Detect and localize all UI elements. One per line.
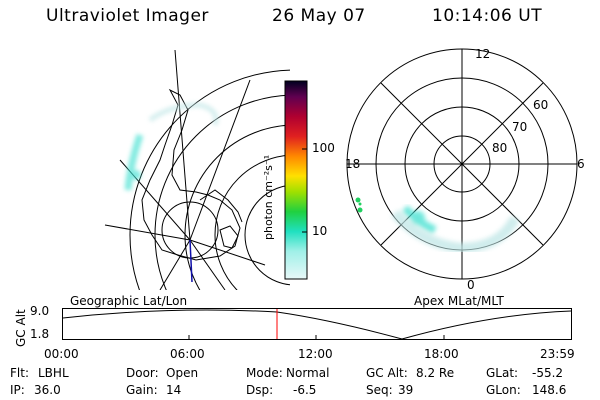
time-label: 10:14:06 UT — [432, 6, 543, 26]
app-title: Ultraviolet Imager — [46, 6, 209, 26]
altitude-xtick-1200: 12:00 — [298, 347, 333, 361]
lat-label-60: 60 — [533, 98, 549, 112]
mlt-label-0: 0 — [467, 278, 475, 292]
gcalt-label: GC Alt: — [366, 366, 408, 380]
dsp-value: -6.5 — [293, 383, 317, 397]
satellite-track — [189, 239, 193, 283]
altitude-ylabel: GC Alt — [14, 309, 28, 347]
altitude-ytick-low: 1.8 — [30, 327, 50, 341]
colorbar-tick-100: 100 — [312, 141, 335, 155]
date-label: 26 May 07 — [272, 6, 366, 26]
seq-label: Seq: — [366, 383, 393, 397]
door-value: Open — [166, 366, 199, 380]
mlt-label-6: 6 — [577, 157, 585, 171]
glat-label: GLat: — [486, 366, 519, 380]
altitude-xtick-2359: 23:59 — [540, 347, 575, 361]
altitude-xtick-0600: 06:00 — [170, 347, 205, 361]
gain-value: 14 — [166, 383, 182, 397]
mode-value: Normal — [286, 366, 330, 380]
mode-label: Mode: — [246, 366, 283, 380]
flt-value: LBHL — [38, 366, 69, 380]
mlt-label-18: 18 — [345, 157, 361, 171]
altitude-plot — [62, 308, 572, 340]
glon-value: 148.6 — [532, 383, 567, 397]
seq-value: 39 — [398, 383, 414, 397]
geographic-map — [104, 50, 290, 290]
apex-map-label: Apex MLat/MLT — [414, 294, 504, 308]
lat-label-70: 70 — [512, 120, 528, 134]
altitude-xtick-1800: 18:00 — [424, 347, 459, 361]
dsp-label: Dsp: — [246, 383, 274, 397]
ip-value: 36.0 — [34, 383, 61, 397]
ip-label: IP: — [10, 383, 25, 397]
lat-label-80: 80 — [492, 141, 508, 155]
gain-label: Gain: — [126, 383, 158, 397]
gcalt-value: 8.2 Re — [416, 366, 455, 380]
altitude-curve — [62, 309, 572, 340]
color-bar — [284, 80, 308, 280]
flt-label: Flt: — [10, 366, 29, 380]
glon-label: GLon: — [486, 383, 521, 397]
colorbar-tick-10: 10 — [312, 224, 328, 238]
door-label: Door: — [126, 366, 159, 380]
altitude-xtick-0000: 00:00 — [44, 347, 79, 361]
polar-plot — [346, 48, 578, 280]
mlt-label-12: 12 — [475, 47, 491, 61]
glat-value: -55.2 — [532, 366, 564, 380]
altitude-ytick-high: 9.0 — [30, 304, 50, 318]
colorbar-unit-label: photon cm⁻²s⁻¹ — [262, 154, 275, 240]
geographic-map-label: Geographic Lat/Lon — [70, 294, 188, 308]
